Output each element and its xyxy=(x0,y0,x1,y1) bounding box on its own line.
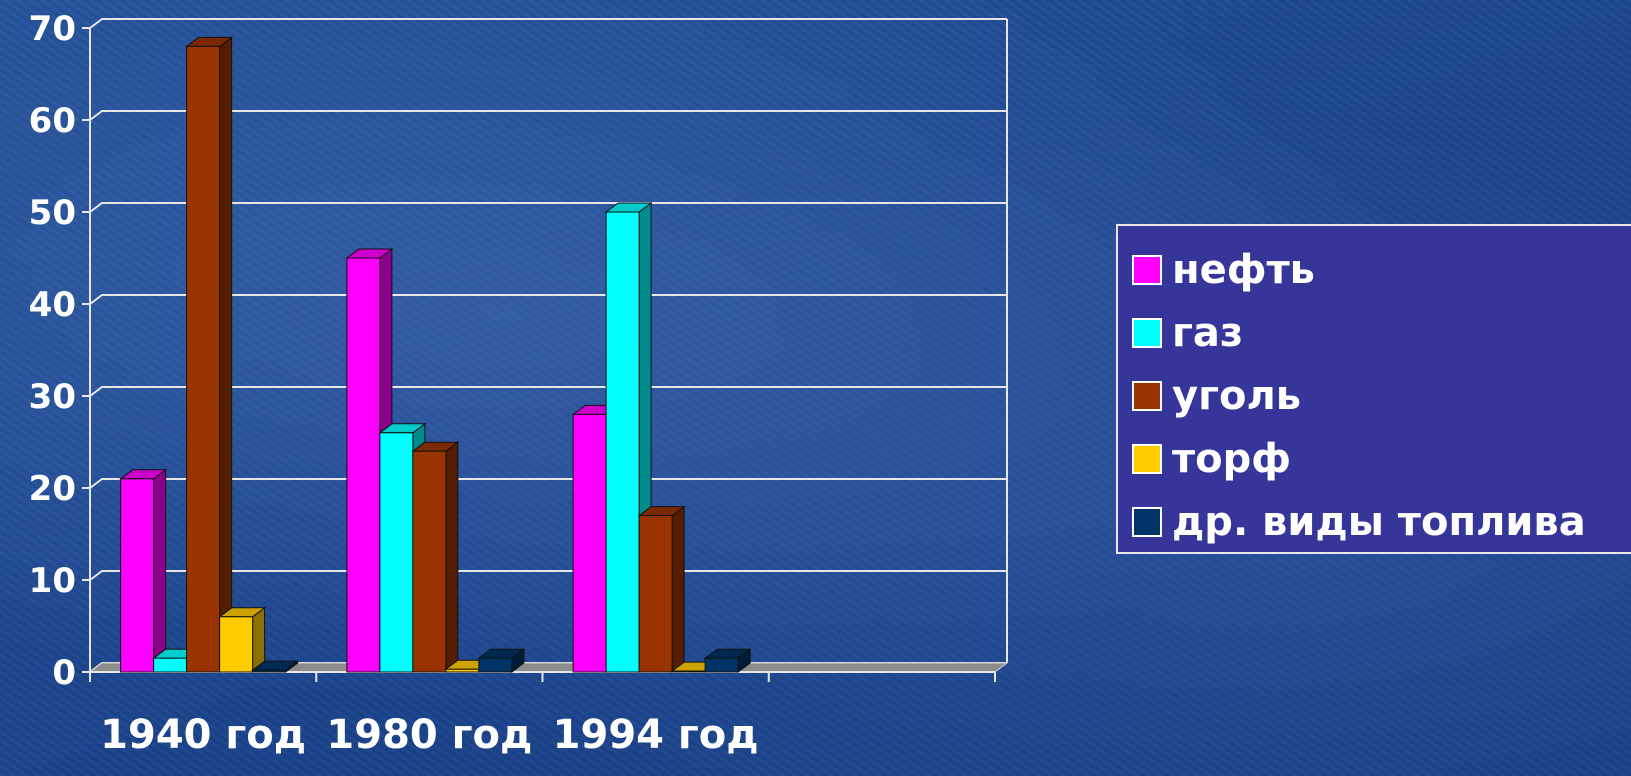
axes xyxy=(82,19,1009,682)
y-tick-label: 60 xyxy=(29,101,76,141)
legend-swatch xyxy=(1132,317,1162,348)
y-tick-label: 70 xyxy=(29,9,76,49)
x-category-label: 1940 год xyxy=(100,712,306,758)
legend-swatch xyxy=(1132,380,1162,411)
legend-label: нефть xyxy=(1172,246,1315,293)
y-tick-label: 0 xyxy=(52,653,76,693)
gridline xyxy=(89,294,1007,305)
bar xyxy=(703,648,752,673)
y-tick-label: 50 xyxy=(29,193,76,233)
bar xyxy=(477,648,526,673)
legend-item-gas: газ xyxy=(1132,301,1631,364)
bar xyxy=(218,606,267,673)
gridline xyxy=(89,202,1007,213)
y-tick-label: 40 xyxy=(29,285,76,325)
y-axis-tick-labels: 0 10 20 30 40 50 60 70 xyxy=(29,9,76,693)
legend-item-coal: уголь xyxy=(1132,364,1631,427)
legend-label: торф xyxy=(1172,435,1291,482)
legend-swatch xyxy=(1132,443,1162,474)
gridline xyxy=(89,570,1007,581)
bar xyxy=(119,468,168,673)
bar xyxy=(185,36,234,673)
legend-swatch xyxy=(1132,506,1162,537)
gridline xyxy=(89,18,1007,29)
y-tick-label: 20 xyxy=(29,469,76,509)
bar xyxy=(637,505,686,673)
legend: нефть газ уголь торф др. виды топлива xyxy=(1116,224,1631,554)
y-tick-label: 10 xyxy=(29,561,76,601)
gridline xyxy=(89,478,1007,489)
x-axis-category-labels: 1940 год 1980 год 1994 год xyxy=(100,712,758,758)
gridlines xyxy=(89,18,1007,673)
x-category-label: 1994 год xyxy=(553,712,759,758)
bar xyxy=(411,441,460,673)
legend-label: газ xyxy=(1172,309,1244,356)
legend-swatch xyxy=(1132,254,1162,285)
legend-label: др. виды топлива xyxy=(1172,498,1586,545)
gridline xyxy=(89,110,1007,121)
legend-label: уголь xyxy=(1172,372,1302,419)
y-tick-label: 30 xyxy=(29,377,76,417)
gridline xyxy=(89,386,1007,397)
legend-item-oil: нефть xyxy=(1132,238,1631,301)
legend-item-other-fuels: др. виды топлива xyxy=(1132,490,1631,553)
bars xyxy=(119,36,752,673)
x-category-label: 1980 год xyxy=(326,712,532,758)
bar xyxy=(251,660,300,673)
legend-item-peat: торф xyxy=(1132,427,1631,490)
